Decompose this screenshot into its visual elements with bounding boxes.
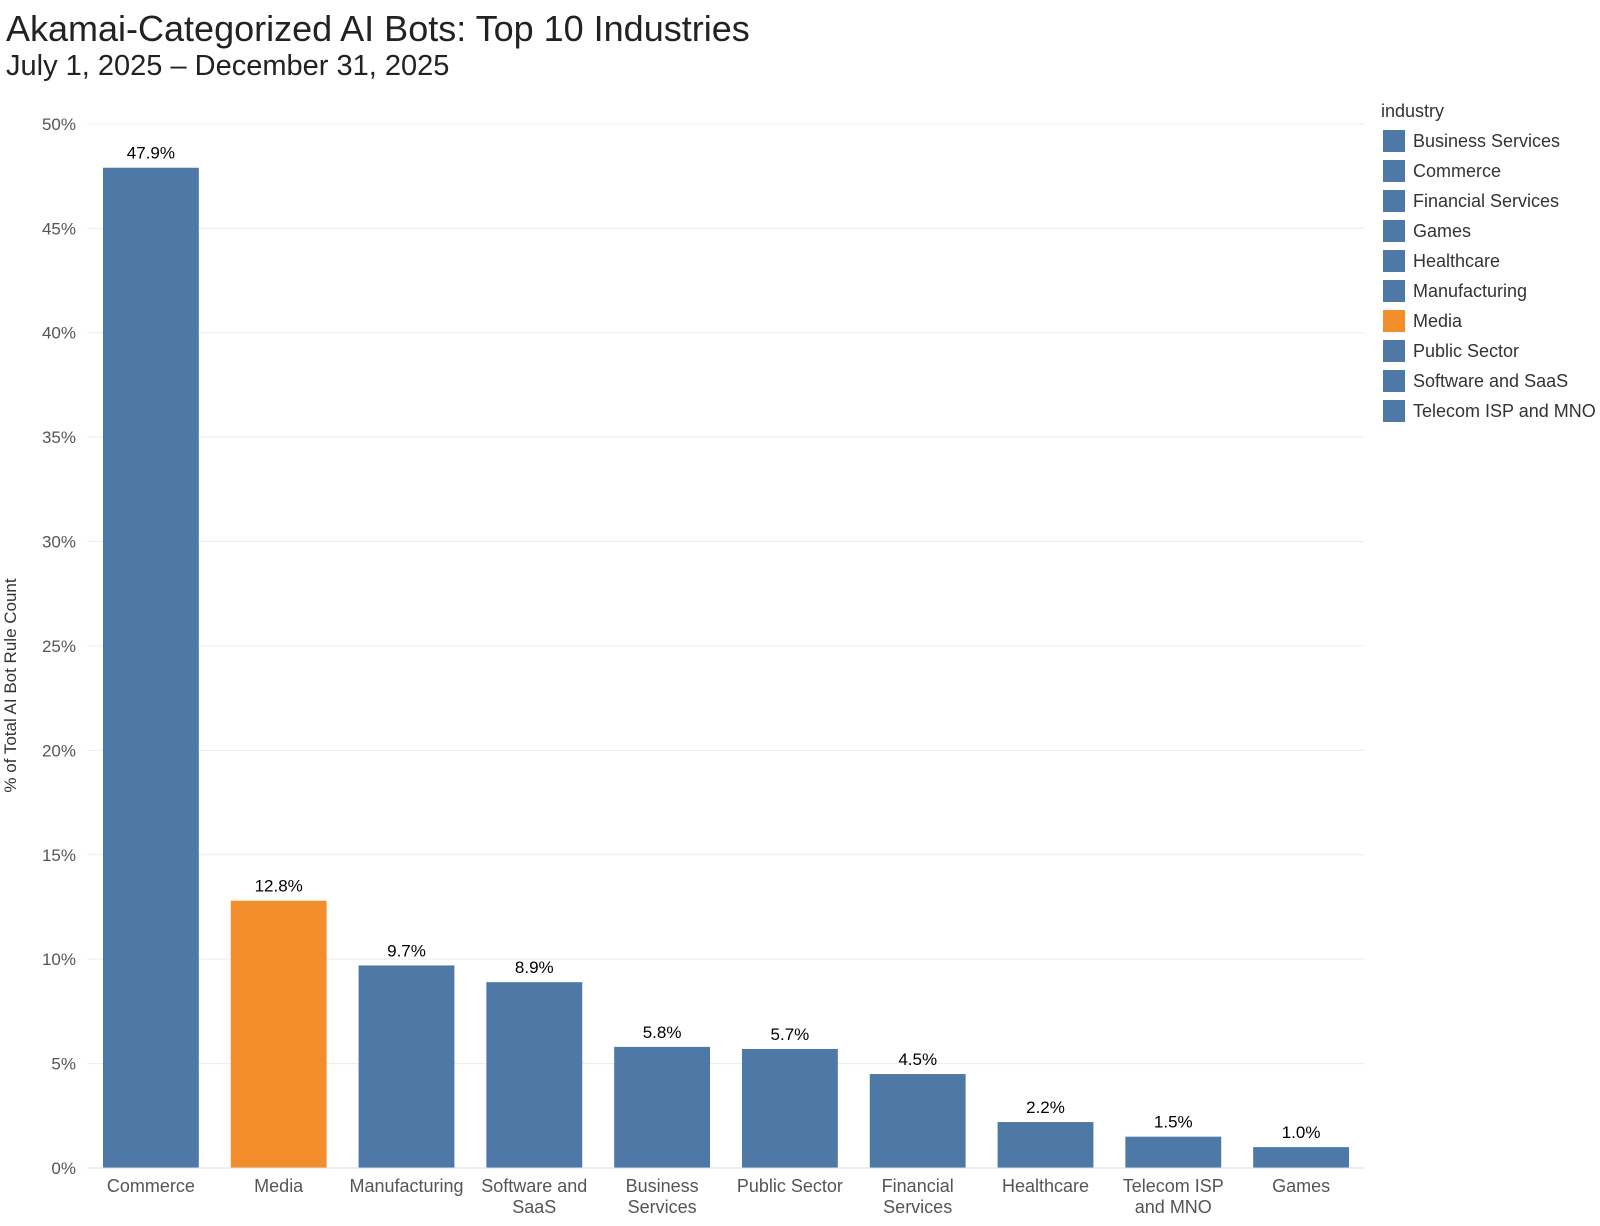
data-label: 47.9% (127, 144, 175, 163)
x-tick-label: Public Sector (737, 1176, 843, 1196)
legend-item: Commerce (1381, 156, 1596, 186)
y-tick-label: 50% (42, 115, 76, 134)
legend-label: Public Sector (1413, 340, 1520, 361)
legend-item: Manufacturing (1381, 276, 1596, 306)
bar (358, 965, 455, 1168)
legend-items: Business Services Commerce Financial Servi… (1381, 126, 1596, 426)
legend-swatch (1383, 340, 1405, 362)
bar (869, 1074, 966, 1168)
legend-label: Telecom ISP and MNO (1413, 400, 1596, 421)
y-tick-label: 25% (42, 637, 76, 656)
legend-label: Business Services (1413, 130, 1561, 151)
y-tick-label: 45% (42, 219, 76, 238)
bar (230, 900, 327, 1168)
x-tick-label: Business Services (626, 1176, 699, 1217)
bar (614, 1046, 711, 1168)
chart-subtitle: July 1, 2025 – December 31, 2025 (6, 50, 450, 82)
legend-swatch (1383, 190, 1405, 212)
y-tick-label: 0% (51, 1159, 76, 1178)
x-tick-label: Commerce (107, 1176, 195, 1196)
legend-title: industry (1381, 101, 1445, 121)
bar (1125, 1136, 1222, 1168)
legend-item: Healthcare (1381, 246, 1596, 276)
legend-label: Financial Services (1413, 190, 1560, 211)
data-label: 5.7% (771, 1025, 810, 1044)
bar (1253, 1147, 1350, 1168)
legend-swatch (1383, 160, 1405, 182)
x-tick-label: Games (1272, 1176, 1330, 1196)
legend-swatch (1383, 400, 1405, 422)
legend-swatch (1383, 250, 1405, 272)
data-label: 8.9% (515, 958, 554, 977)
legend: industry Business Services Commerce Financ… (1381, 101, 1596, 426)
y-tick-label: 15% (42, 846, 76, 865)
legend-label: Games (1413, 220, 1472, 241)
x-tick-label: Financial Services (882, 1176, 954, 1217)
legend-label: Commerce (1413, 160, 1502, 181)
legend-label: Software and SaaS (1413, 370, 1569, 391)
y-tick-label: 30% (42, 533, 76, 552)
y-tick-label: 40% (42, 324, 76, 343)
y-tick-label: 35% (42, 428, 76, 447)
bar (102, 167, 199, 1168)
legend-item: Games (1381, 216, 1596, 246)
data-label: 12.8% (255, 877, 303, 896)
x-tick-label: Telecom ISP and MNO (1123, 1176, 1224, 1217)
legend-swatch (1383, 310, 1405, 332)
data-label: 1.0% (1282, 1123, 1321, 1142)
legend-item: Financial Services (1381, 186, 1596, 216)
bar (741, 1048, 838, 1168)
y-tick-label: 5% (51, 1055, 76, 1074)
data-label: 9.7% (387, 941, 426, 960)
legend-swatch (1383, 370, 1405, 392)
legend-swatch (1383, 220, 1405, 242)
legend-swatch (1383, 280, 1405, 302)
y-tick-label: 20% (42, 741, 76, 760)
x-tick-label: Software and SaaS (481, 1176, 587, 1217)
legend-item: Telecom ISP and MNO (1381, 396, 1596, 426)
legend-label: Healthcare (1413, 250, 1501, 271)
legend-item: Media (1381, 306, 1596, 336)
legend-item: Public Sector (1381, 336, 1596, 366)
data-label: 1.5% (1154, 1113, 1193, 1132)
chart-title: Akamai-Categorized AI Bots: Top 10 Indus… (6, 8, 750, 49)
bar-chart: 0% 5% 10% 15% 20% 25% 30% 35% 40% 45% 50% % of Tota… (1, 115, 1365, 1217)
legend-swatch (1383, 130, 1405, 152)
legend-item: Business Services (1381, 126, 1596, 156)
legend-item: Software and SaaS (1381, 366, 1596, 396)
legend-label: Media (1413, 310, 1463, 331)
bar (997, 1122, 1094, 1168)
data-label: 4.5% (898, 1050, 937, 1069)
x-tick-label: Media (254, 1176, 304, 1196)
data-label: 5.8% (643, 1023, 682, 1042)
x-tick-label: Healthcare (1002, 1176, 1089, 1196)
x-tick-label: Manufacturing (349, 1176, 463, 1196)
bar (486, 982, 583, 1168)
y-tick-label: 10% (42, 950, 76, 969)
y-axis-label: % of Total AI Bot Rule Count (1, 578, 20, 792)
data-label: 2.2% (1026, 1098, 1065, 1117)
legend-label: Manufacturing (1413, 280, 1528, 301)
